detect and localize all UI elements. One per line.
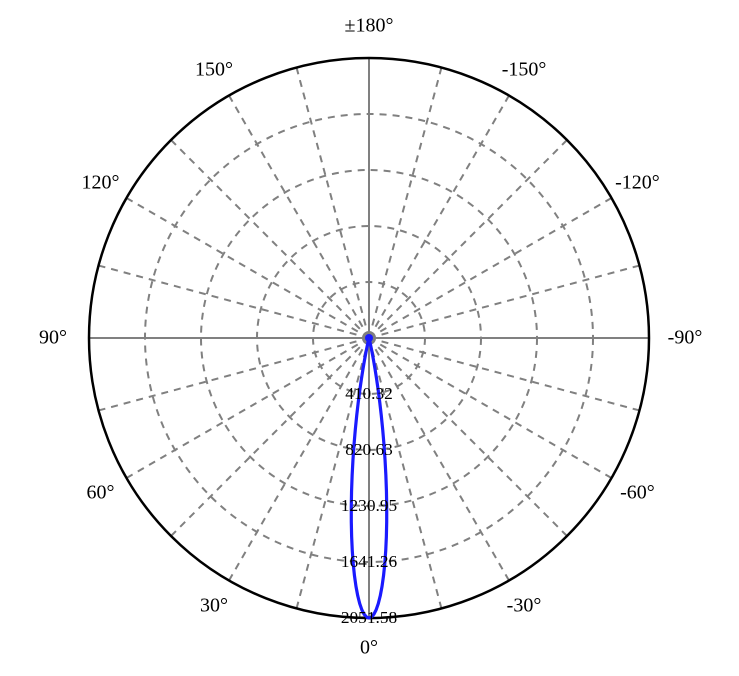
grid-spoke: [369, 96, 509, 338]
angle-tick-label: -120°: [615, 172, 660, 195]
grid-spoke: [171, 338, 369, 536]
radial-tick-label: 410.32: [345, 384, 393, 404]
angle-tick-label: -90°: [668, 327, 703, 350]
angle-tick-label: ±180°: [345, 15, 394, 38]
grid-spoke: [369, 338, 639, 410]
grid-spoke: [369, 266, 639, 338]
grid-spoke: [171, 140, 369, 338]
grid-spoke: [369, 338, 611, 478]
grid-spoke: [369, 338, 567, 536]
angle-tick-label: 60°: [87, 482, 115, 505]
angle-tick-label: 0°: [360, 637, 378, 660]
angle-tick-label: 150°: [195, 58, 233, 81]
grid-spoke: [127, 338, 369, 478]
grid-spoke: [297, 68, 369, 338]
polar-chart: 0° 30° 60° 90° 120° 150° ±180° -150° -120° -90° -6…: [0, 0, 739, 676]
radial-tick-label: 820.63: [345, 440, 393, 460]
grid-spoke: [369, 140, 567, 338]
angle-tick-label: -30°: [507, 595, 542, 618]
radial-tick-label: 1230.95: [341, 496, 397, 516]
angle-tick-label: -150°: [502, 58, 547, 81]
center-dot: [365, 334, 373, 342]
grid-spoke: [229, 96, 369, 338]
radial-tick-label: 2051.58: [341, 608, 397, 628]
angle-tick-label: 30°: [200, 595, 228, 618]
grid-spoke: [369, 68, 441, 338]
grid-spoke: [99, 338, 369, 410]
angle-tick-label: 90°: [39, 327, 67, 350]
radial-tick-label: 1641.26: [341, 552, 397, 572]
angle-tick-label: 120°: [82, 172, 120, 195]
grid-spoke: [99, 266, 369, 338]
grid-spoke: [369, 198, 611, 338]
grid-spoke: [127, 198, 369, 338]
angle-tick-label: -60°: [620, 482, 655, 505]
polar-chart-svg: [0, 0, 739, 676]
